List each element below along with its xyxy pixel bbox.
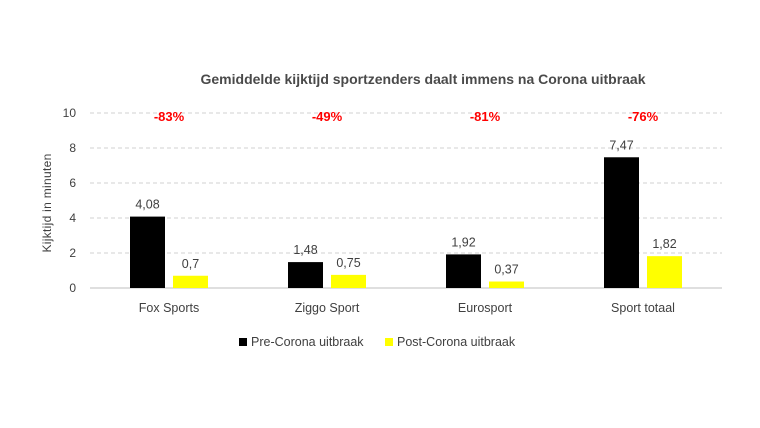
chart-title: Gemiddelde kijktijd sportzenders daalt i… [201,71,646,87]
data-label: 0,37 [494,263,518,277]
y-axis-label: Kijktijd in minuten [40,153,54,252]
data-label: 4,08 [135,198,159,212]
pre-corona-bar [604,157,639,288]
bars: 4,08 0,7 1,48 0,75 1,92 0,37 7,47 1,82 [130,138,682,288]
legend-label: Pre-Corona uitbraak [251,335,364,349]
y-tick-label: 8 [69,141,76,155]
change-percentage: -49% [312,109,343,124]
post-corona-bar [173,275,208,288]
legend-swatch [385,338,393,346]
x-axis-categories: Fox Sports Ziggo Sport Eurosport Sport tota… [139,301,675,315]
legend: Pre-Corona uitbraak Post-Corona uitbraak [239,335,516,349]
y-tick-label: 4 [69,211,76,225]
data-label: 1,48 [293,243,317,257]
change-percentage: -83% [154,109,185,124]
category-label: Fox Sports [139,301,199,315]
change-percentage: -81% [470,109,501,124]
data-label: 0,75 [336,256,360,270]
change-percentage: -76% [628,109,659,124]
pre-corona-bar [288,262,323,288]
data-label: 1,82 [652,237,676,251]
y-tick-label: 2 [69,246,76,260]
post-corona-bar [331,274,366,288]
pre-corona-bar [446,254,481,288]
y-axis-ticks: 0 2 4 6 8 10 [63,106,77,295]
data-label: 0,7 [182,257,199,271]
pre-corona-bar [130,216,165,288]
legend-swatch [239,338,247,346]
legend-label: Post-Corona uitbraak [397,335,516,349]
percentage-annotations: -83% -49% -81% -76% [154,109,659,124]
post-corona-bar [647,256,682,288]
data-label: 1,92 [451,235,475,249]
y-tick-label: 10 [63,106,77,120]
category-label: Ziggo Sport [295,301,360,315]
data-label: 7,47 [609,138,633,152]
y-tick-label: 0 [69,281,76,295]
y-tick-label: 6 [69,176,76,190]
category-label: Sport totaal [611,301,675,315]
category-label: Eurosport [458,301,513,315]
post-corona-bar [489,281,524,288]
